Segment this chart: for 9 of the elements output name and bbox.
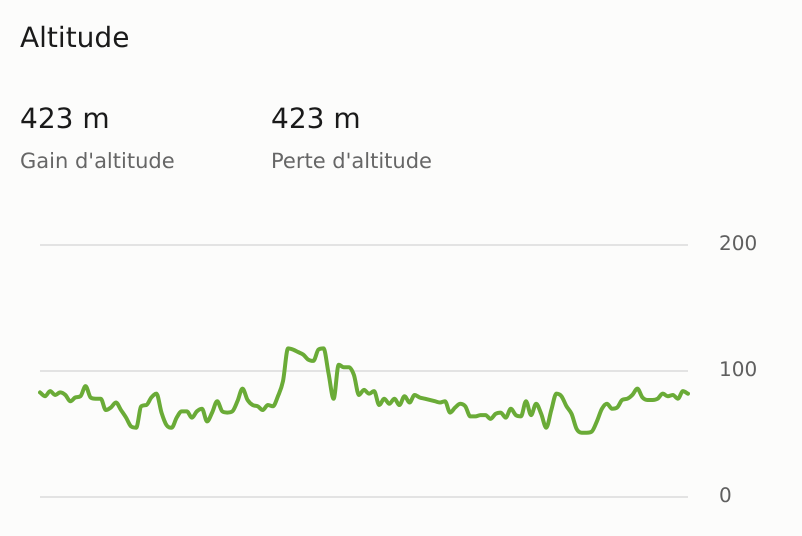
text: Gain d'altitude xyxy=(20,149,175,173)
y-tick-label: 100 xyxy=(719,357,758,382)
line-series xyxy=(38,346,690,435)
text: 423 m xyxy=(20,102,110,135)
chart-title: Altitude xyxy=(20,21,130,54)
y-tick-label: 200 xyxy=(719,231,758,256)
text: Perte d'altitude xyxy=(271,149,432,173)
text: 423 m xyxy=(271,102,361,135)
y-tick-label: 0 xyxy=(719,483,732,508)
